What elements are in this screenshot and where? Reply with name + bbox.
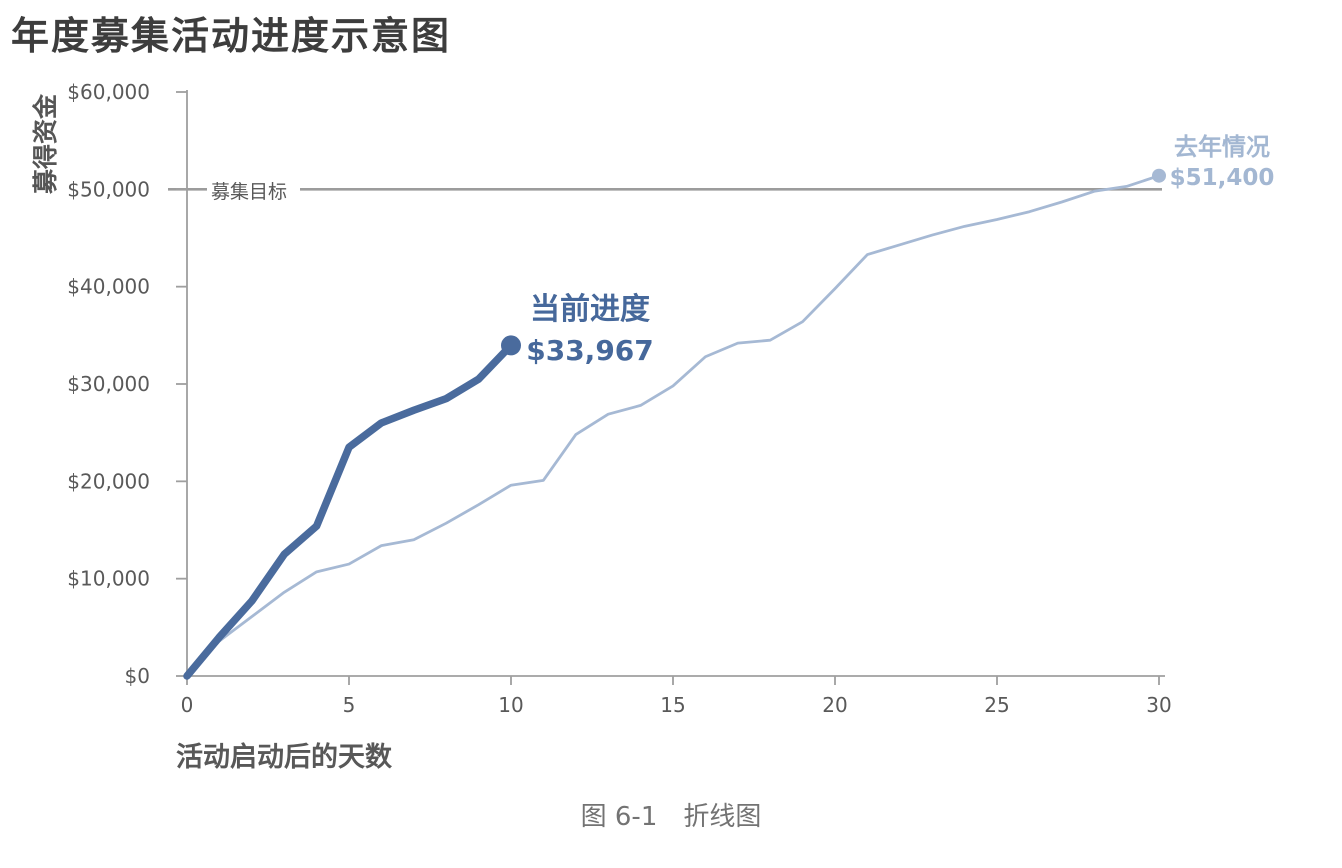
x-tick-label: 25 [984,693,1009,717]
last-year-annotation: 去年情况 $51,400 [1167,127,1277,191]
current-progress-value: $33,967 [526,334,654,367]
chart-title: 年度募集活动进度示意图 [11,14,452,58]
last-year-line [185,174,1161,678]
current-progress-annotation: 当前进度 $33,967 [514,284,666,367]
x-tick-label: 30 [1146,693,1171,717]
x-tick-label: 10 [498,693,523,717]
current-progress-endpoint-dot [501,335,521,356]
y-tick-label: $60,000 [67,80,150,104]
goal-line-label: 募集目标 [211,181,288,203]
x-tick-label: 0 [181,693,194,717]
x-axis-title: 活动启动后的天数 [176,742,392,773]
current-progress-line [183,341,515,680]
y-tick-label: $50,000 [67,177,150,201]
x-tick-label: 5 [343,693,356,717]
last-year-label: 去年情况 [1174,133,1270,161]
y-tick-label: $10,000 [67,567,150,591]
y-tick-label: $0 [125,664,150,688]
y-tick-label: $40,000 [67,275,150,299]
last-year-value: $51,400 [1169,165,1275,191]
x-tick-label: 20 [822,693,847,717]
figure-caption: 图 6-1 折线图 [580,802,762,832]
y-tick-label: $20,000 [67,469,150,493]
last-year-endpoint-dot [1152,168,1166,183]
x-tick-label: 15 [660,693,685,717]
current-progress-label: 当前进度 [530,292,650,327]
y-tick-label: $30,000 [67,372,150,396]
